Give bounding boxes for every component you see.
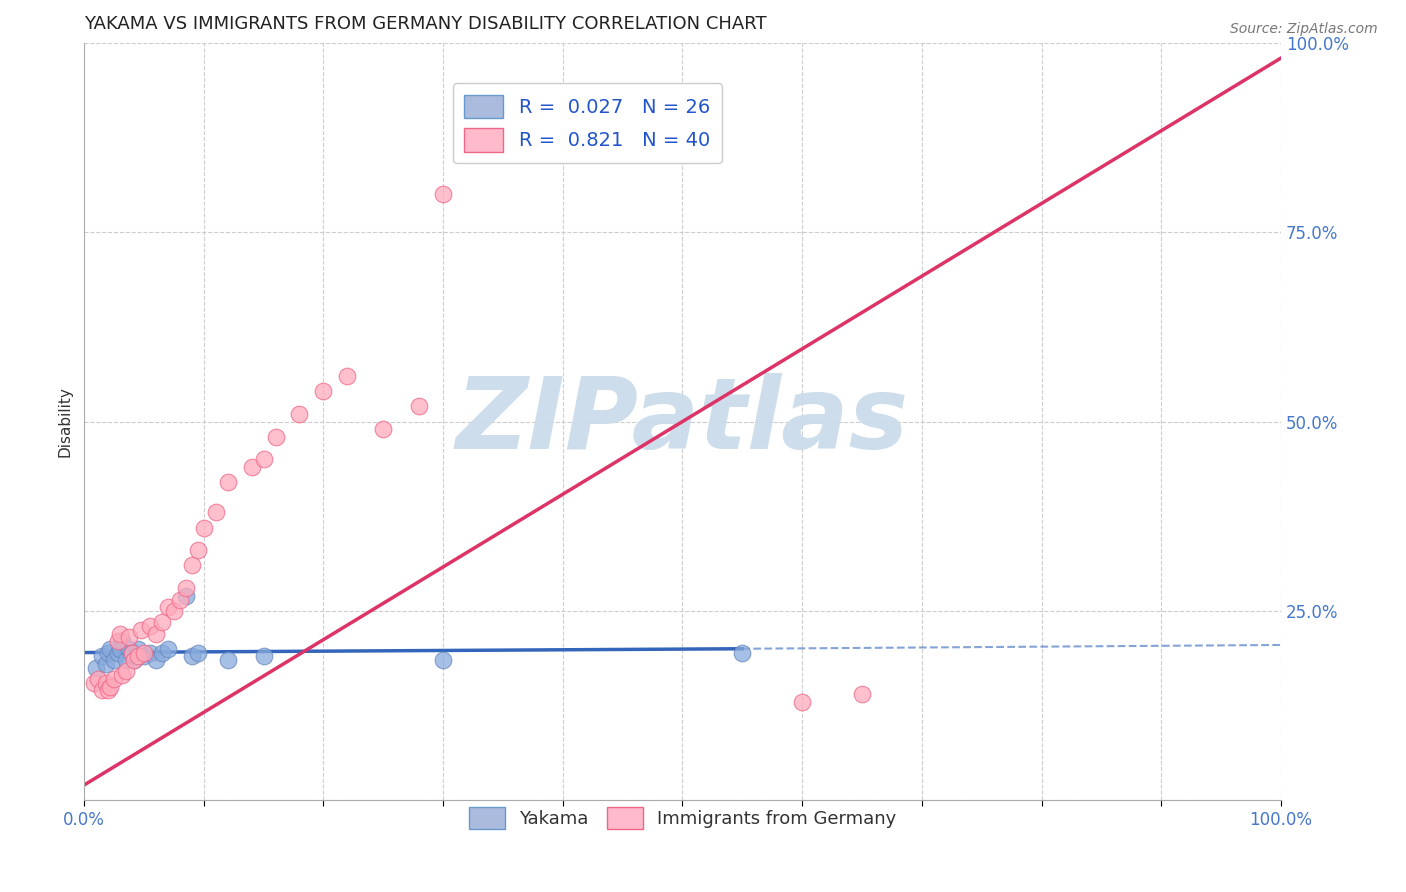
Point: [84, 661, 107, 675]
Point: [115, 653, 138, 667]
Point: [288, 407, 311, 421]
Point: [83, 676, 105, 690]
Point: [87, 672, 110, 686]
Point: [174, 581, 197, 595]
Text: Source: ZipAtlas.com: Source: ZipAtlas.com: [1230, 22, 1378, 37]
Point: [98, 641, 121, 656]
Point: [94, 676, 117, 690]
Point: [111, 668, 134, 682]
Point: [240, 460, 263, 475]
Point: [156, 641, 179, 656]
Point: [127, 649, 149, 664]
Point: [150, 646, 173, 660]
Point: [121, 646, 143, 660]
Point: [91, 683, 114, 698]
Point: [127, 641, 149, 656]
Point: [145, 626, 167, 640]
Point: [156, 600, 179, 615]
Point: [432, 187, 454, 202]
Point: [98, 680, 121, 694]
Point: [111, 634, 134, 648]
Point: [731, 646, 754, 660]
Point: [373, 422, 395, 436]
Text: YAKAMA VS IMMIGRANTS FROM GERMANY DISABILITY CORRELATION CHART: YAKAMA VS IMMIGRANTS FROM GERMANY DISABI…: [84, 15, 766, 33]
Point: [204, 505, 226, 519]
Point: [97, 646, 120, 660]
Point: [97, 683, 120, 698]
Point: [122, 653, 145, 667]
Point: [108, 626, 131, 640]
Point: [103, 672, 125, 686]
Y-axis label: Disability: Disability: [58, 386, 72, 457]
Point: [145, 653, 167, 667]
Point: [408, 400, 430, 414]
Point: [187, 646, 209, 660]
Point: [131, 623, 153, 637]
Point: [264, 430, 287, 444]
Point: [103, 653, 125, 667]
Point: [139, 646, 162, 660]
Legend: Yakama, Immigrants from Germany: Yakama, Immigrants from Germany: [461, 800, 904, 837]
Point: [115, 665, 138, 679]
Point: [139, 619, 162, 633]
Point: [118, 631, 141, 645]
Point: [150, 615, 173, 630]
Point: [107, 646, 129, 660]
Point: [312, 384, 335, 399]
Point: [169, 592, 191, 607]
Point: [121, 646, 143, 660]
Point: [180, 558, 202, 573]
Point: [91, 649, 114, 664]
Point: [107, 634, 129, 648]
Point: [217, 653, 239, 667]
Point: [132, 646, 155, 660]
Point: [851, 687, 873, 701]
Point: [180, 649, 202, 664]
Point: [217, 475, 239, 490]
Point: [336, 369, 359, 384]
Point: [174, 589, 197, 603]
Point: [187, 543, 209, 558]
Point: [252, 649, 274, 664]
Point: [792, 695, 814, 709]
Point: [163, 604, 186, 618]
Point: [252, 452, 274, 467]
Point: [118, 641, 141, 656]
Point: [94, 657, 117, 671]
Point: [132, 649, 155, 664]
Point: [432, 653, 454, 667]
Point: [108, 641, 131, 656]
Text: ZIPatlas: ZIPatlas: [456, 373, 910, 470]
Point: [122, 653, 145, 667]
Point: [193, 520, 215, 534]
